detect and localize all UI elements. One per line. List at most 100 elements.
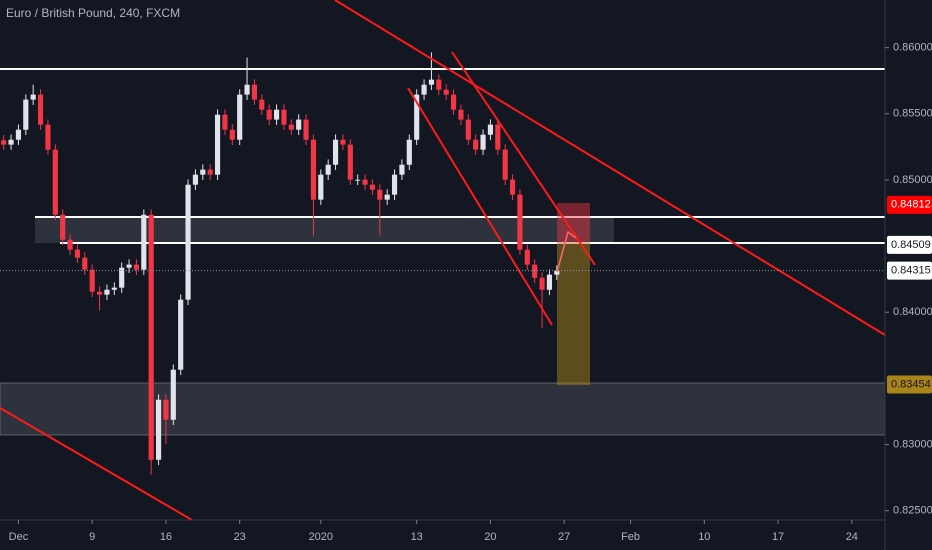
candle-body xyxy=(296,119,302,130)
candle-body xyxy=(126,264,132,268)
candle-body xyxy=(273,109,280,120)
candle-body xyxy=(428,79,435,85)
candle-body xyxy=(89,269,95,292)
y-tick-label: 0.83000 xyxy=(893,438,932,450)
candle-body xyxy=(170,369,176,420)
candle-body xyxy=(458,109,464,120)
candle-body xyxy=(391,174,398,195)
candle-body xyxy=(155,399,162,460)
candle-body xyxy=(82,257,88,270)
candle-body xyxy=(369,184,376,190)
candle-body xyxy=(185,184,191,300)
demand-zone xyxy=(0,382,886,436)
x-tick-label: Feb xyxy=(621,531,640,543)
candle-body xyxy=(509,179,516,195)
candle-body xyxy=(133,264,140,270)
candle-body xyxy=(104,289,110,295)
candle-body xyxy=(325,164,331,175)
candle-body xyxy=(332,139,339,165)
candle-body xyxy=(310,139,317,200)
x-tick-label: 24 xyxy=(846,531,858,543)
x-tick-label: 13 xyxy=(411,531,423,543)
projection-arrow xyxy=(556,230,577,273)
candle-body xyxy=(539,277,545,290)
candle-body xyxy=(524,249,530,265)
candle-body xyxy=(480,134,486,150)
y-tick-label: 0.85000 xyxy=(893,174,932,186)
candle-body xyxy=(60,214,66,240)
trendline xyxy=(0,407,193,521)
x-tick-label: 20 xyxy=(484,531,496,543)
candle-body xyxy=(67,239,73,250)
trendline xyxy=(451,51,596,266)
candle-body xyxy=(399,164,405,175)
x-tick-label: Dec xyxy=(9,531,29,543)
candle-body xyxy=(237,94,243,140)
y-tick-label: 0.84000 xyxy=(893,306,932,318)
candle-body xyxy=(30,94,36,100)
candle-body xyxy=(207,169,213,175)
candle-body xyxy=(141,214,147,270)
candle-body xyxy=(281,109,287,125)
trendline xyxy=(407,87,553,326)
candle-body xyxy=(23,99,29,130)
candle-body xyxy=(340,139,346,145)
candle-body xyxy=(318,174,324,200)
candle-body xyxy=(303,119,309,140)
candle-body xyxy=(15,129,22,140)
candle-body xyxy=(214,114,221,175)
candle-body xyxy=(473,139,479,150)
candle-body xyxy=(377,189,383,200)
candle-body xyxy=(52,149,58,215)
y-tick-label: 0.82500 xyxy=(893,505,932,517)
candle-body xyxy=(465,119,471,140)
chart-title: Euro / British Pound, 240, FXCM xyxy=(6,6,180,20)
candle-body xyxy=(192,174,199,185)
candle-body xyxy=(406,139,412,165)
candle-body xyxy=(251,84,258,100)
price-label: 0.84315 xyxy=(891,264,931,276)
candle-body xyxy=(355,179,361,181)
candle-body xyxy=(200,169,206,175)
candle-body xyxy=(148,214,154,460)
price-label-bg xyxy=(887,375,932,394)
candle-body xyxy=(517,194,523,250)
price-label: 0.84812 xyxy=(891,199,931,211)
candle-body xyxy=(1,140,7,145)
candle-body xyxy=(259,99,265,110)
price-label: 0.84509 xyxy=(891,239,931,251)
candle-body xyxy=(8,139,14,145)
candle-body xyxy=(266,109,272,120)
candle-body xyxy=(37,94,44,125)
price-label-bg xyxy=(887,235,932,254)
resistance-zone xyxy=(35,217,614,243)
candle-body xyxy=(96,291,103,295)
candle-body xyxy=(414,94,420,140)
candle-body xyxy=(546,274,553,290)
candle-body xyxy=(436,79,442,90)
y-tick-label: 0.86000 xyxy=(893,42,932,54)
candle-body xyxy=(163,399,169,420)
x-tick-label: 2020 xyxy=(309,531,333,543)
y-tick-label: 0.85500 xyxy=(893,108,932,120)
candle-body xyxy=(74,249,81,258)
candle-body xyxy=(244,84,250,95)
candle-body xyxy=(45,124,51,150)
x-tick-label: 9 xyxy=(89,531,95,543)
target-zone xyxy=(557,243,590,385)
x-tick-label: 27 xyxy=(558,531,570,543)
trendline xyxy=(334,0,886,336)
x-tick-label: 16 xyxy=(160,531,172,543)
candle-body xyxy=(178,299,184,370)
candle-body xyxy=(111,287,117,290)
x-tick-label: 23 xyxy=(234,531,246,543)
candle-body xyxy=(222,114,228,130)
x-tick-label: 17 xyxy=(772,531,784,543)
price-label-bg xyxy=(887,195,932,214)
candle-body xyxy=(443,89,449,95)
candle-body xyxy=(487,124,494,135)
candle-body xyxy=(450,94,457,110)
candle-body xyxy=(229,129,235,140)
candle-body xyxy=(362,179,368,185)
